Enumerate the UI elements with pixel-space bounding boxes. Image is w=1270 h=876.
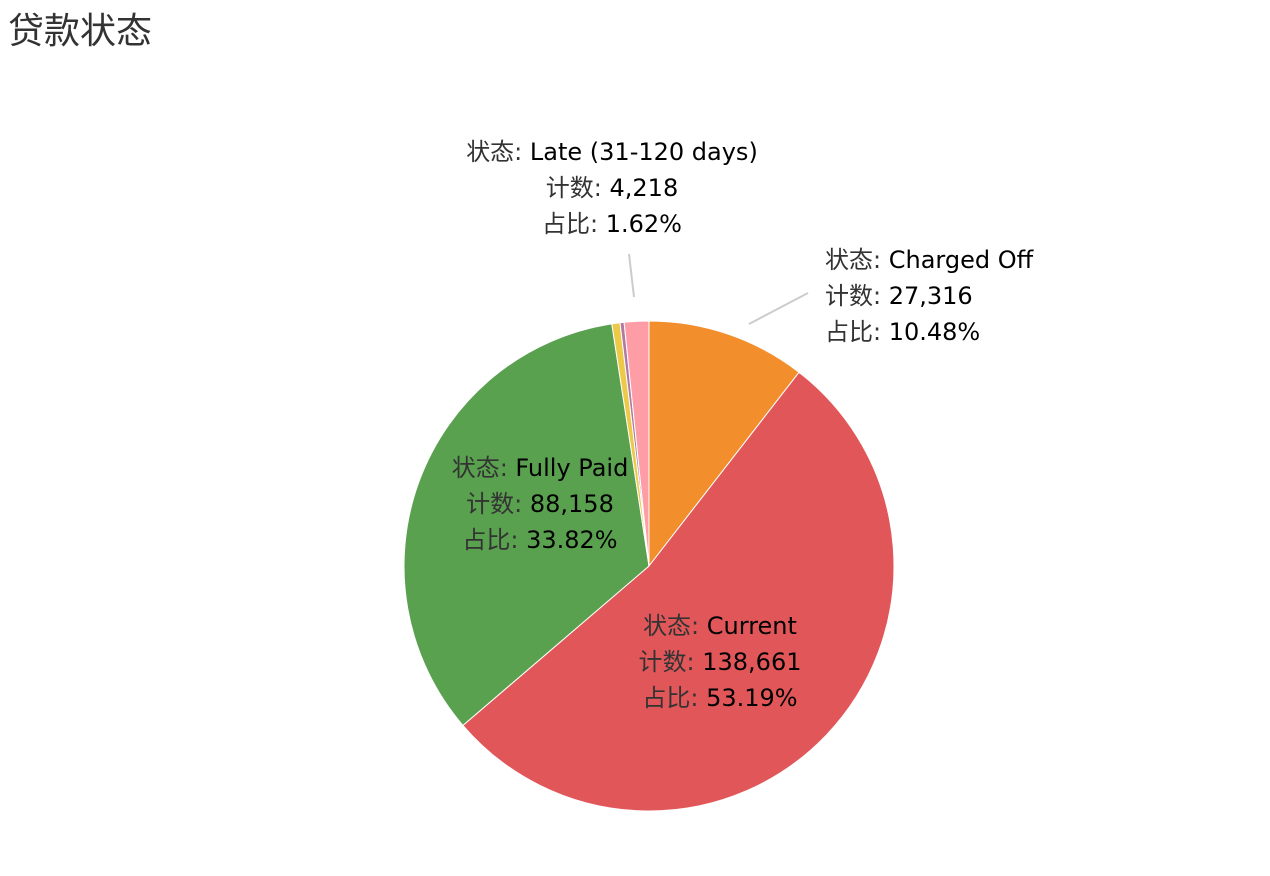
leader-line-late-31-120-days: [628, 253, 635, 298]
pie-slice-fully-paid[interactable]: [403, 323, 650, 727]
data-label-charged-off-percent: 占比: 10.48%: [825, 318, 980, 346]
data-label-current-status: 状态: Current: [643, 612, 797, 640]
data-label-late-31-120-days-count: 计数: 4,218: [546, 174, 678, 202]
data-label-charged-off-count: 计数: 27,316: [825, 282, 973, 310]
data-label-current-count: 计数: 138,661: [639, 648, 802, 676]
data-label-fully-paid-count: 计数: 88,158: [466, 490, 614, 518]
data-label-late-31-120-days-status: 状态: Late (31-120 days): [466, 138, 758, 166]
data-label-current-percent: 占比: 53.19%: [642, 684, 797, 712]
pie-slice-late-31-120-days[interactable]: [623, 320, 650, 567]
data-label-fully-paid-status: 状态: Fully Paid: [452, 454, 629, 482]
data-label-late-31-120-days-percent: 占比: 1.62%: [542, 210, 682, 238]
pie-slice-charged-off[interactable]: [648, 320, 800, 568]
leader-line-charged-off: [748, 292, 809, 325]
data-label-fully-paid-percent: 占比: 33.82%: [462, 526, 617, 554]
data-label-charged-off-status: 状态: Charged Off: [825, 246, 1034, 274]
pie-slice-current[interactable]: [462, 371, 895, 812]
chart-title: 贷款状态: [8, 11, 153, 52]
